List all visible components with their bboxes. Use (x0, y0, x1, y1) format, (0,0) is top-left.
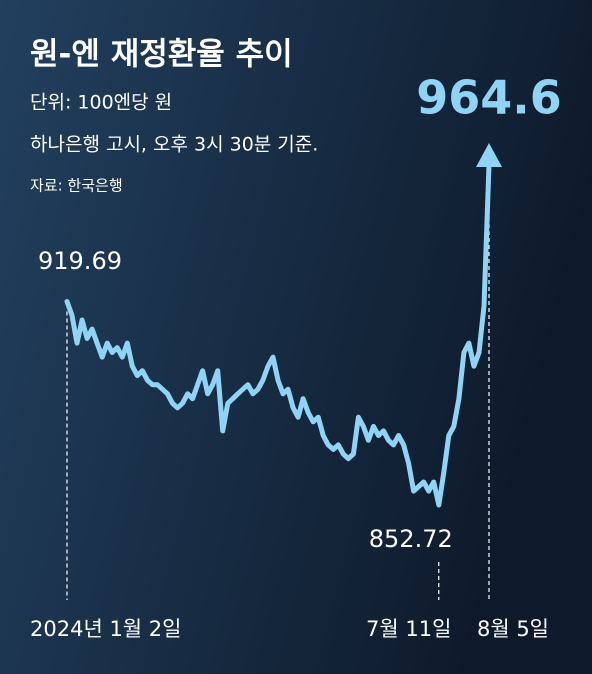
value-label: 964.6 (416, 71, 562, 125)
source: 자료: 한국은행 (30, 177, 123, 195)
arrowhead (476, 143, 502, 167)
x-tick-label: 8월 5일 (477, 617, 549, 641)
value-label: 919.69 (38, 247, 122, 275)
x-tick-label: 2024년 1월 2일 (30, 617, 181, 641)
x-tick-label: 7월 11일 (366, 617, 451, 641)
value-label: 852.72 (369, 525, 453, 553)
chart-title: 원-엔 재정환율 추이 (30, 37, 293, 73)
subtitle: 단위: 100엔당 원 (30, 92, 172, 114)
line (64, 162, 492, 508)
note: 하나은행 고시, 오후 3시 30분 기준. (30, 134, 318, 156)
